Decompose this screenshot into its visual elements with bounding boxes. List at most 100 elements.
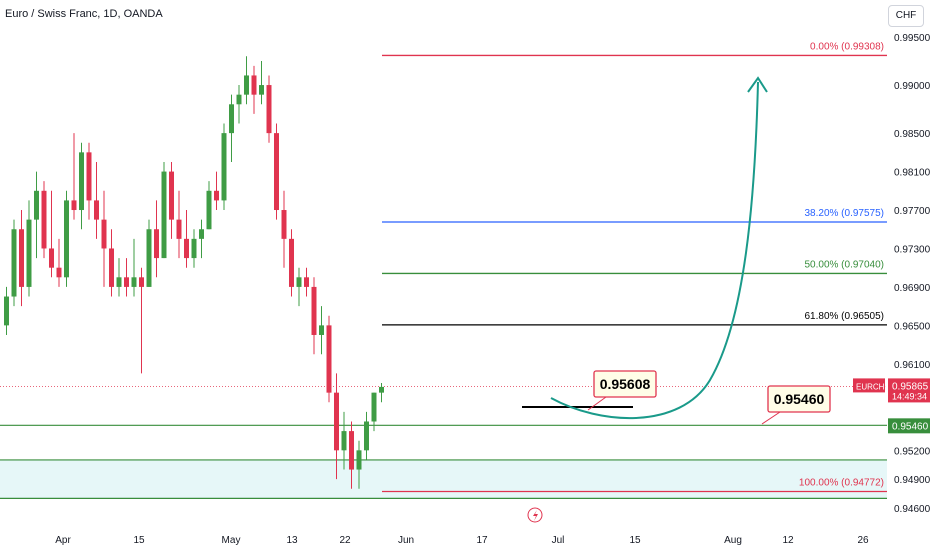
candle-body — [154, 229, 159, 259]
y-tick-label: 0.97700 — [894, 206, 931, 217]
candle-body — [41, 190, 47, 249]
candle-body — [176, 219, 182, 239]
x-tick-label: 13 — [286, 535, 298, 546]
candle-body — [199, 229, 204, 239]
candle-body — [319, 325, 324, 335]
candle-body — [56, 267, 62, 278]
y-tick-label: 0.95200 — [894, 446, 931, 457]
candle-body — [34, 190, 39, 220]
fib-label: 61.80% (0.96505) — [804, 311, 884, 322]
candle-body — [4, 296, 9, 326]
candle-body — [191, 238, 197, 259]
candle-body — [311, 286, 317, 335]
price-tag-text: 0.95865 — [892, 381, 929, 392]
candle-body — [49, 248, 54, 268]
candle-body — [79, 152, 84, 211]
candle-body — [206, 190, 212, 230]
y-tick-label: 0.98500 — [894, 129, 931, 140]
candle-body — [379, 386, 384, 393]
y-tick-label: 0.98100 — [894, 168, 931, 179]
candle-body — [221, 133, 227, 201]
candle-body — [236, 94, 242, 105]
countdown-text: 14:49:34 — [892, 391, 927, 401]
x-tick-label: Jun — [398, 535, 414, 546]
candle-body — [71, 200, 77, 211]
candle-body — [94, 200, 99, 220]
callout-text: 0.95460 — [774, 391, 825, 407]
candle-body — [116, 277, 122, 287]
projection-arrow — [550, 81, 759, 419]
x-tick-label: Jul — [552, 535, 565, 546]
x-tick-label: Aug — [724, 535, 742, 546]
currency-selector[interactable]: CHF — [888, 5, 924, 27]
symbol-tag-text: EURCHF — [856, 382, 889, 391]
candle-body — [139, 277, 144, 287]
candle-body — [109, 248, 114, 287]
callout-text: 0.95608 — [600, 376, 651, 392]
candle-body — [349, 431, 354, 470]
candle-body — [214, 190, 219, 201]
fib-label: 100.00% (0.94772) — [799, 477, 884, 488]
fib-label: 50.00% (0.97040) — [804, 259, 884, 270]
callout-leader — [587, 396, 607, 411]
candle-body — [169, 171, 174, 220]
candle-body — [64, 200, 69, 278]
y-tick-label: 0.94900 — [894, 475, 931, 486]
lightning-glyph — [533, 510, 538, 521]
candle-body — [341, 431, 347, 451]
candle-body — [124, 277, 129, 287]
y-tick-label: 0.96900 — [894, 283, 931, 294]
level-tag — [888, 418, 930, 434]
arrow-head — [747, 76, 768, 93]
candle-body — [244, 75, 249, 95]
candle-body — [101, 219, 107, 249]
fib-label: 0.00% (0.99308) — [810, 41, 884, 52]
candle-body — [356, 450, 362, 470]
x-tick-label: 15 — [629, 535, 641, 546]
candle-body — [26, 219, 32, 287]
y-tick-label: 0.99000 — [894, 81, 931, 92]
support-zone — [0, 459, 887, 499]
y-tick-label: 0.94600 — [894, 504, 931, 515]
candle-body — [251, 75, 257, 95]
candle-body — [131, 277, 137, 287]
y-tick-label: 0.96100 — [894, 360, 931, 371]
candle-body — [364, 421, 369, 451]
candle-body — [371, 392, 377, 422]
price-tag — [888, 378, 930, 403]
candle-body — [19, 229, 24, 287]
candle-body — [184, 238, 189, 259]
symbol-tag — [853, 378, 885, 393]
x-tick-label: Apr — [55, 535, 71, 546]
candle-body — [326, 325, 332, 393]
y-tick-label: 0.96500 — [894, 321, 931, 332]
candle-body — [289, 238, 294, 287]
x-tick-label: 22 — [339, 535, 351, 546]
candle-body — [229, 104, 234, 134]
x-tick-label: 15 — [133, 535, 145, 546]
candle-body — [161, 171, 167, 259]
x-tick-label: 26 — [857, 535, 869, 546]
candle-body — [146, 229, 152, 287]
callout-box — [767, 385, 831, 413]
candle-body — [11, 229, 17, 297]
x-tick-label: May — [222, 535, 241, 546]
candle-body — [274, 133, 279, 211]
candle-body — [281, 210, 287, 239]
candle-body — [86, 152, 92, 201]
y-tick-label: 0.97300 — [894, 244, 931, 255]
x-tick-label: 12 — [782, 535, 794, 546]
callout-box — [593, 370, 657, 398]
candle-body — [266, 85, 272, 134]
candle-body — [259, 85, 264, 95]
callout-leader — [761, 411, 781, 425]
fib-label: 38.20% (0.97575) — [804, 208, 884, 219]
x-tick-label: 17 — [476, 535, 488, 546]
candle-body — [296, 277, 302, 287]
candle-body — [334, 392, 339, 451]
level-tag-text: 0.95460 — [892, 421, 929, 432]
candle-body — [304, 277, 309, 287]
chart-title: Euro / Swiss Franc, 1D, OANDA — [5, 8, 163, 20]
y-tick-label: 0.99500 — [894, 33, 931, 44]
